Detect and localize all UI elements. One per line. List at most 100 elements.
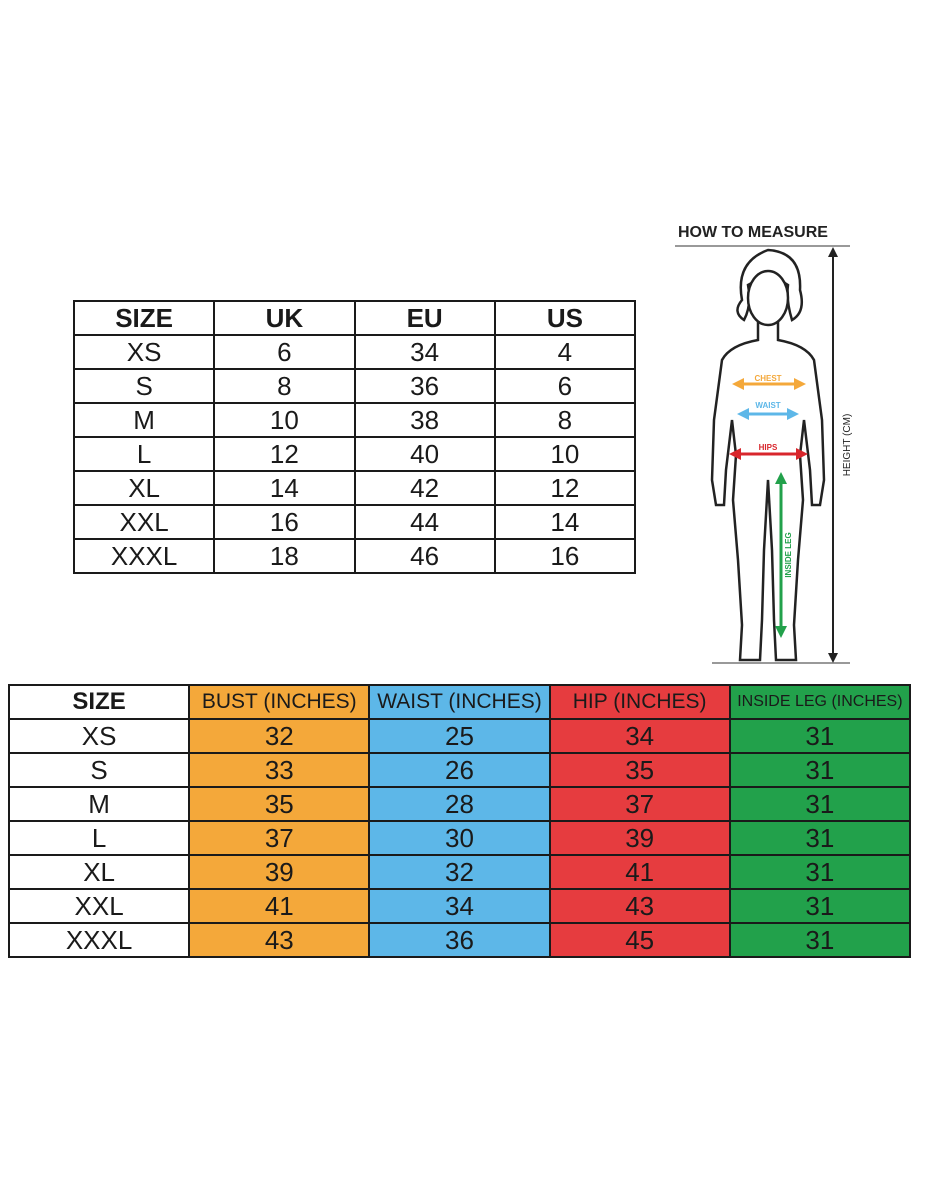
cell: 34 [353, 334, 496, 370]
inside-leg-label: INSIDE LEG [784, 532, 793, 577]
header-row: SIZE BUST (INCHES) WAIST (INCHES) HIP (INCH… [7, 684, 912, 720]
cell: M [7, 786, 191, 822]
cell: 42 [353, 470, 496, 506]
cell: 28 [368, 786, 551, 822]
header-cell: WAIST (INCHES) [368, 684, 551, 720]
cell: 6 [493, 368, 637, 404]
data-row: XXL 41 34 43 31 [7, 888, 912, 924]
cell: 12 [213, 436, 356, 472]
hips-label: HIPS [759, 443, 778, 452]
cell: 25 [368, 718, 551, 754]
cell: 35 [188, 786, 371, 822]
head [746, 269, 790, 327]
cell: 36 [353, 368, 496, 404]
data-row: XS 32 25 34 31 [7, 718, 912, 754]
cell: 44 [353, 504, 496, 540]
cell: 35 [548, 752, 731, 788]
cell: XXXL [72, 538, 216, 574]
cell: 8 [493, 402, 637, 438]
cell: 40 [353, 436, 496, 472]
cell: 30 [368, 820, 551, 856]
cell: 12 [493, 470, 637, 506]
header-cell: HIP (INCHES) [548, 684, 731, 720]
cell: 4 [493, 334, 637, 370]
cell: XS [72, 334, 216, 370]
data-row: XXXL 43 36 45 31 [7, 922, 912, 958]
cell: L [7, 820, 191, 856]
cell: 16 [493, 538, 637, 574]
cell: 38 [353, 402, 496, 438]
size-table: SIZE UK EU US XS 6 34 4 S 8 36 6 M 10 38 8 L 12 40 10 XL 14 42… [72, 300, 637, 574]
cell: 14 [493, 504, 637, 540]
data-row: L 12 40 10 [72, 436, 637, 472]
cell: XL [7, 854, 191, 890]
header-cell: SIZE [7, 684, 191, 720]
cell: XL [72, 470, 216, 506]
cell: 45 [548, 922, 731, 958]
cell: 43 [548, 888, 731, 924]
data-row: XL 14 42 12 [72, 470, 637, 506]
data-row: M 10 38 8 [72, 402, 637, 438]
header-row: SIZE UK EU US [72, 300, 637, 336]
hair [736, 248, 803, 322]
cell: XXL [7, 888, 191, 924]
cell: 33 [188, 752, 371, 788]
data-row: XS 6 34 4 [72, 334, 637, 370]
data-row: S 33 26 35 31 [7, 752, 912, 788]
cell: S [7, 752, 191, 788]
header-cell: UK [213, 300, 356, 336]
header-cell: INSIDE LEG (INCHES) [728, 684, 912, 720]
cell: 16 [213, 504, 356, 540]
chest-label: CHEST [754, 374, 781, 383]
cell: 31 [728, 888, 912, 924]
cell: 34 [368, 888, 551, 924]
cell: 8 [213, 368, 356, 404]
cell: 46 [353, 538, 496, 574]
cell: 37 [188, 820, 371, 856]
body-outline [710, 322, 826, 662]
data-row: M 35 28 37 31 [7, 786, 912, 822]
data-row: XXL 16 44 14 [72, 504, 637, 540]
cell: 10 [213, 402, 356, 438]
data-row: XL 39 32 41 31 [7, 854, 912, 890]
cell: 31 [728, 854, 912, 890]
cell: 43 [188, 922, 371, 958]
cell: 32 [368, 854, 551, 890]
cell: 37 [548, 786, 731, 822]
cell: 34 [548, 718, 731, 754]
cell: 31 [728, 786, 912, 822]
cell: M [72, 402, 216, 438]
cell: 41 [548, 854, 731, 890]
measurements-table: SIZE BUST (INCHES) WAIST (INCHES) HIP (INCH… [7, 684, 912, 958]
cell: 39 [188, 854, 371, 890]
cell: 31 [728, 820, 912, 856]
cell: 10 [493, 436, 637, 472]
waist-label: WAIST [755, 401, 780, 410]
cell: XXXL [7, 922, 191, 958]
cell: 31 [728, 718, 912, 754]
header-cell: US [493, 300, 637, 336]
data-row: S 8 36 6 [72, 368, 637, 404]
cell: 36 [368, 922, 551, 958]
cell: XS [7, 718, 191, 754]
cell: 41 [188, 888, 371, 924]
cell: 26 [368, 752, 551, 788]
cell: S [72, 368, 216, 404]
cell: 14 [213, 470, 356, 506]
cell: 32 [188, 718, 371, 754]
cell: 31 [728, 922, 912, 958]
cell: 18 [213, 538, 356, 574]
cell: 31 [728, 752, 912, 788]
cell: 6 [213, 334, 356, 370]
header-cell: SIZE [72, 300, 216, 336]
cell: XXL [72, 504, 216, 540]
cell: L [72, 436, 216, 472]
height-label: HEIGHT (CM) [842, 414, 853, 477]
data-row: XXXL 18 46 16 [72, 538, 637, 574]
figure-title: HOW TO MEASURE [678, 224, 828, 241]
data-row: L 37 30 39 31 [7, 820, 912, 856]
cell: 39 [548, 820, 731, 856]
header-cell: BUST (INCHES) [188, 684, 371, 720]
